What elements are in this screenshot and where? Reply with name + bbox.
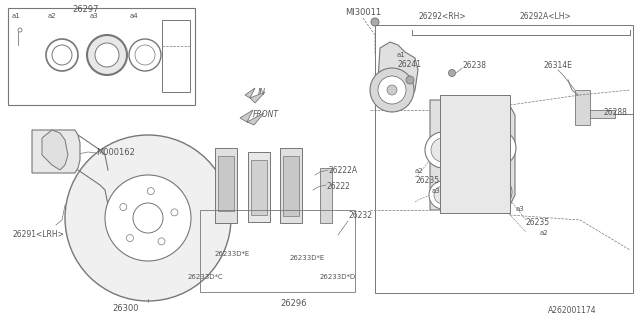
Polygon shape (430, 100, 515, 210)
Circle shape (370, 68, 414, 112)
Circle shape (371, 18, 379, 26)
Ellipse shape (65, 135, 231, 301)
Bar (280, 148, 302, 223)
Text: 26296: 26296 (280, 299, 307, 308)
Circle shape (486, 136, 510, 160)
Circle shape (55, 149, 61, 155)
Ellipse shape (105, 175, 191, 261)
Circle shape (127, 235, 133, 242)
Text: 26235: 26235 (415, 176, 439, 185)
Text: 26300: 26300 (112, 304, 138, 313)
Circle shape (158, 238, 165, 245)
Bar (590, 110, 615, 118)
Text: a2: a2 (415, 168, 424, 174)
Circle shape (429, 181, 457, 209)
Text: a1: a1 (397, 52, 406, 58)
Polygon shape (32, 130, 80, 173)
Text: 26238: 26238 (462, 61, 486, 70)
Text: 26233D*E: 26233D*E (290, 255, 325, 261)
Circle shape (135, 45, 155, 65)
Circle shape (95, 43, 119, 67)
Text: a4: a4 (130, 13, 139, 19)
Text: 26314E: 26314E (543, 61, 572, 70)
Circle shape (147, 188, 154, 195)
Bar (575, 90, 590, 125)
Text: M000162: M000162 (96, 148, 135, 157)
Bar (162, 20, 190, 92)
Circle shape (425, 132, 461, 168)
Circle shape (484, 178, 512, 206)
Circle shape (133, 203, 163, 233)
Text: 26241: 26241 (397, 60, 421, 69)
Polygon shape (378, 42, 418, 108)
Circle shape (449, 69, 456, 76)
Circle shape (480, 130, 516, 166)
Circle shape (52, 146, 64, 158)
Bar (8, 8, 195, 105)
Bar (320, 168, 332, 223)
Polygon shape (42, 130, 68, 170)
Text: 26222: 26222 (326, 182, 350, 191)
Text: A262001174: A262001174 (548, 306, 596, 315)
Bar (251, 160, 267, 215)
Text: 26222A: 26222A (328, 166, 357, 175)
Bar (283, 156, 299, 216)
Text: 26233D*C: 26233D*C (188, 274, 223, 280)
Text: a2: a2 (540, 230, 548, 236)
Circle shape (489, 183, 507, 201)
Text: 26291<LRH>: 26291<LRH> (12, 230, 64, 239)
Text: FRONT: FRONT (253, 110, 279, 119)
Text: a2: a2 (48, 13, 56, 19)
Circle shape (387, 85, 397, 95)
Text: 26233D*D: 26233D*D (320, 274, 356, 280)
Bar (200, 210, 355, 292)
Text: a1: a1 (12, 13, 20, 19)
Circle shape (87, 35, 127, 75)
Text: a4: a4 (504, 194, 513, 200)
Text: MI30011: MI30011 (345, 8, 381, 17)
Circle shape (378, 76, 406, 104)
Bar (248, 152, 270, 222)
Text: a4: a4 (445, 200, 454, 206)
Circle shape (129, 39, 161, 71)
Text: 26288: 26288 (604, 108, 628, 117)
Text: 26232: 26232 (348, 211, 372, 220)
Circle shape (431, 138, 455, 162)
Polygon shape (245, 88, 265, 103)
Circle shape (46, 39, 78, 71)
Circle shape (434, 186, 452, 204)
Circle shape (18, 28, 22, 32)
Text: 26292A<LH>: 26292A<LH> (520, 12, 572, 21)
Bar (440, 95, 510, 213)
Circle shape (171, 209, 178, 216)
Circle shape (120, 204, 127, 211)
Circle shape (406, 76, 414, 84)
Bar (375, 25, 633, 293)
Bar (218, 156, 234, 211)
Text: 26233D*E: 26233D*E (215, 251, 250, 257)
Text: a3: a3 (90, 13, 99, 19)
Polygon shape (240, 110, 264, 125)
Text: a3: a3 (432, 188, 441, 194)
Text: 26297: 26297 (72, 5, 99, 14)
Text: IN: IN (258, 88, 266, 97)
Circle shape (52, 45, 72, 65)
Text: a3: a3 (516, 206, 525, 212)
Bar (215, 148, 237, 223)
Text: 26292<RH>: 26292<RH> (418, 12, 466, 21)
Text: 26235: 26235 (526, 218, 550, 227)
